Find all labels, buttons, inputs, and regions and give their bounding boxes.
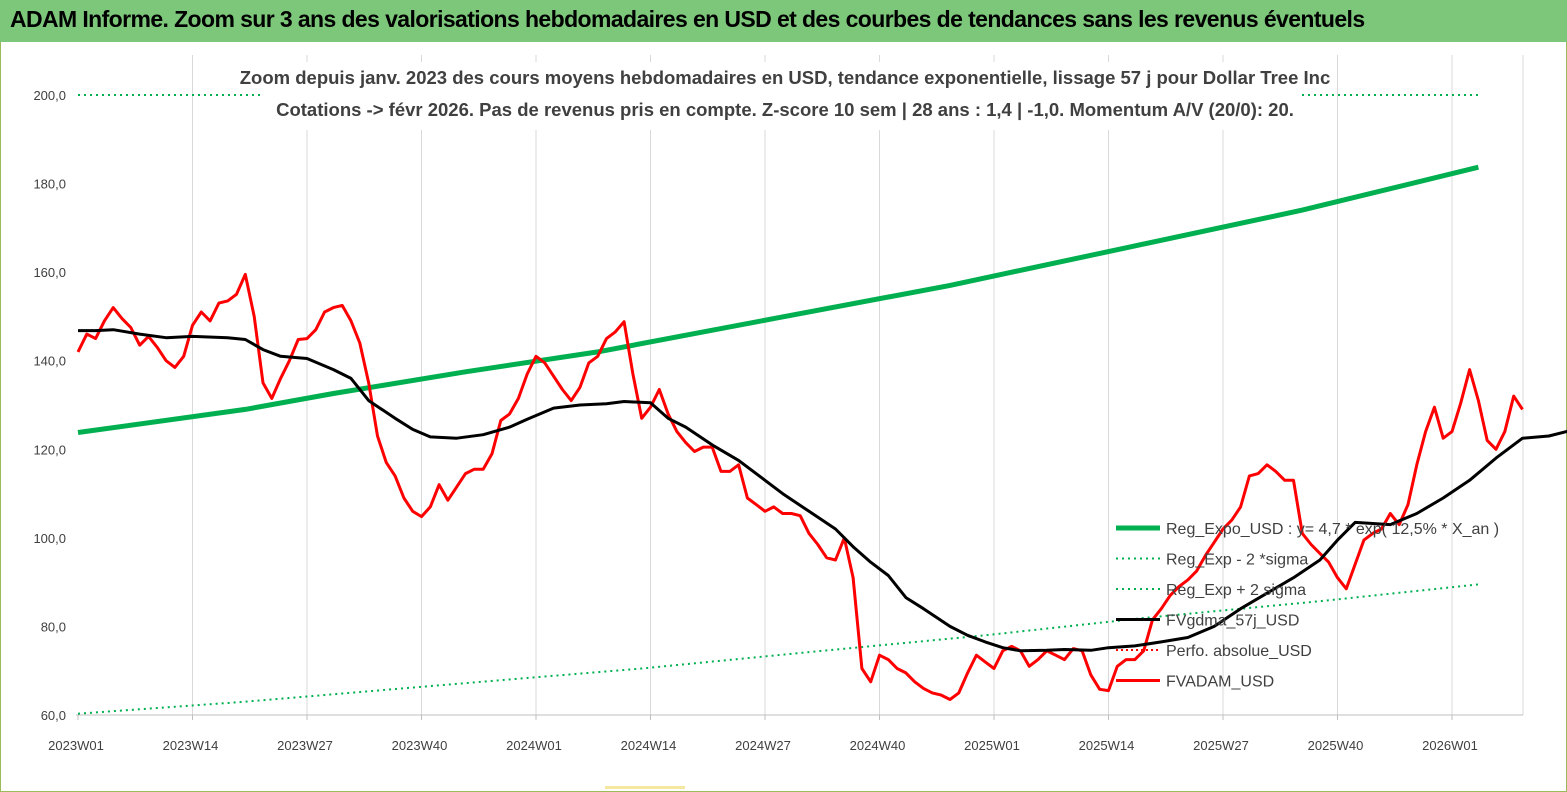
- y-axis: 60,0 80,0 100,0 120,0 140,0 160,0 180,0 200,0: [33, 88, 66, 723]
- page-title: ADAM Informe. Zoom sur 3 ans des valoris…: [10, 6, 1365, 32]
- x-tick-label: 2023W40: [392, 738, 448, 753]
- grid: [192, 55, 1524, 715]
- legend-label: Reg_Exp + 2 sigma: [1166, 582, 1306, 599]
- legend-label: Perfo. absolue_USD: [1166, 643, 1312, 660]
- y-tick-label: 160,0: [33, 265, 66, 280]
- legend-label: FVADAM_USD: [1166, 674, 1274, 691]
- header-bar: ADAM Informe. Zoom sur 3 ans des valoris…: [0, 0, 1567, 42]
- x-tick-label: 2025W01: [964, 738, 1020, 753]
- series-line-smooth: [78, 328, 1567, 653]
- x-tick-label: 2024W40: [850, 738, 906, 753]
- x-tick-label: 2025W27: [1193, 738, 1249, 753]
- x-tick-label: 2023W14: [163, 738, 219, 753]
- y-tick-label: 180,0: [33, 177, 66, 192]
- x-tick-label: 2026W01: [1422, 738, 1478, 753]
- x-tick-label: 2025W14: [1079, 738, 1135, 753]
- legend-label: Reg_Expo_USD : y= 4,7 * exp( 12,5% * X_a…: [1166, 521, 1499, 538]
- x-tick-label: 2023W01: [48, 738, 104, 753]
- x-tick-label: 2024W14: [621, 738, 677, 753]
- subtitle-background: [262, 62, 1302, 130]
- series-line-price: [76, 272, 1524, 701]
- y-tick-label: 120,0: [33, 442, 66, 457]
- series-line-sigma_lower: [77, 583, 1479, 715]
- y-tick-label: 60,0: [41, 708, 66, 723]
- x-tick-label: 2024W27: [735, 738, 791, 753]
- legend-label: Reg_Exp - 2 *sigma: [1166, 552, 1308, 569]
- y-tick-label: 100,0: [33, 531, 66, 546]
- series-lines: [76, 94, 1567, 715]
- x-tick-label: 2024W01: [506, 738, 562, 753]
- bottom-mark: [605, 786, 685, 789]
- x-axis: 2023W01 2023W14 2023W27 2023W40 2024W01 2024W…: [48, 714, 1523, 753]
- x-tick-label: 2025W40: [1308, 738, 1364, 753]
- y-tick-label: 200,0: [33, 88, 66, 103]
- chart-subtitle-line1: Zoom depuis janv. 2023 des cours moyens …: [240, 67, 1330, 88]
- x-tick-label: 2023W27: [277, 738, 333, 753]
- legend-label: FVgdma_57j_USD: [1166, 613, 1299, 630]
- legend: Reg_Expo_USD : y= 4,7 * exp( 12,5% * X_a…: [1116, 521, 1499, 691]
- series-line-trend: [77, 164, 1479, 435]
- y-tick-label: 80,0: [41, 619, 66, 634]
- chart-subtitle-line2: Cotations -> févr 2026. Pas de revenus p…: [276, 99, 1294, 120]
- y-tick-label: 140,0: [33, 354, 66, 369]
